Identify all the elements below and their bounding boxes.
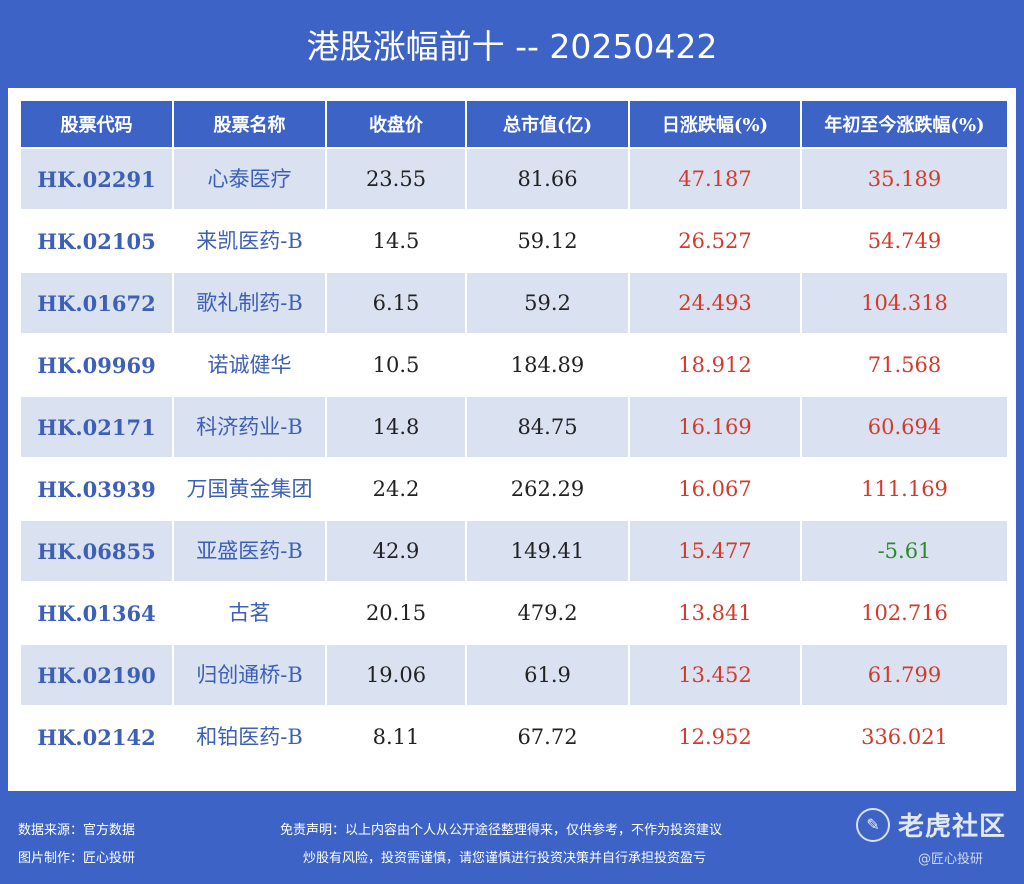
close-price-cell: 10.5 (325, 333, 467, 397)
watermark: ✎ 老虎社区 (856, 806, 1006, 843)
table-row: HK.02105 来凯医药-B 14.5 59.12 26.527 54.749 (19, 209, 1009, 273)
header-market-cap: 总市值(亿) (465, 99, 630, 149)
ytd-change-cell: 60.694 (800, 395, 1009, 459)
table-header-row: 股票代码 股票名称 收盘价 总市值(亿) 日涨跌幅(%) 年初至今涨跌幅(%) (19, 99, 1009, 149)
table-panel: 股票代码 股票名称 收盘价 总市值(亿) 日涨跌幅(%) 年初至今涨跌幅(%) … (8, 88, 1016, 791)
stock-code-cell: HK.02190 (19, 643, 174, 707)
close-price-cell: 24.2 (325, 457, 467, 521)
market-cap-cell: 81.66 (465, 147, 630, 211)
table-row: HK.09969 诺诚健华 10.5 184.89 18.912 71.568 (19, 333, 1009, 397)
day-change-cell: 18.912 (628, 333, 802, 397)
ytd-change-cell: 336.021 (800, 705, 1009, 769)
header-code: 股票代码 (19, 99, 174, 149)
close-price-cell: 42.9 (325, 519, 467, 583)
day-change-cell: 24.493 (628, 271, 802, 335)
ytd-change-cell: 102.716 (800, 581, 1009, 645)
stock-table: 股票代码 股票名称 收盘价 总市值(亿) 日涨跌幅(%) 年初至今涨跌幅(%) … (19, 99, 1009, 769)
ytd-change-cell: -5.61 (800, 519, 1009, 583)
table-row: HK.01672 歌礼制药-B 6.15 59.2 24.493 104.318 (19, 271, 1009, 335)
close-price-cell: 20.15 (325, 581, 467, 645)
stock-name-cell: 心泰医疗 (172, 147, 327, 211)
market-cap-cell: 61.9 (465, 643, 630, 707)
table-row: HK.02291 心泰医疗 23.55 81.66 47.187 35.189 (19, 147, 1009, 211)
header-close: 收盘价 (325, 99, 467, 149)
day-change-cell: 47.187 (628, 147, 802, 211)
table-row: HK.02171 科济药业-B 14.8 84.75 16.169 60.694 (19, 395, 1009, 459)
stock-name-cell: 诺诚健华 (172, 333, 327, 397)
market-cap-cell: 479.2 (465, 581, 630, 645)
table-row: HK.02190 归创通桥-B 19.06 61.9 13.452 61.799 (19, 643, 1009, 707)
header-name: 股票名称 (172, 99, 327, 149)
stock-code-cell: HK.06855 (19, 519, 174, 583)
market-cap-cell: 59.12 (465, 209, 630, 273)
ytd-change-cell: 104.318 (800, 271, 1009, 335)
table-row: HK.01364 古茗 20.15 479.2 13.841 102.716 (19, 581, 1009, 645)
header-day-change: 日涨跌幅(%) (628, 99, 802, 149)
stock-code-cell: HK.03939 (19, 457, 174, 521)
table-row: HK.02142 和铂医药-B 8.11 67.72 12.952 336.021 (19, 705, 1009, 769)
stock-name-cell: 归创通桥-B (172, 643, 327, 707)
stock-code-cell: HK.09969 (19, 333, 174, 397)
stock-name-cell: 来凯医药-B (172, 209, 327, 273)
stock-name-cell: 歌礼制药-B (172, 271, 327, 335)
stock-name-cell: 万国黄金集团 (172, 457, 327, 521)
ytd-change-cell: 111.169 (800, 457, 1009, 521)
day-change-cell: 16.067 (628, 457, 802, 521)
market-cap-cell: 59.2 (465, 271, 630, 335)
stock-code-cell: HK.02105 (19, 209, 174, 273)
footer-source: 数据来源：官方数据 (18, 823, 136, 838)
day-change-cell: 26.527 (628, 209, 802, 273)
close-price-cell: 14.5 (325, 209, 467, 273)
table-row: HK.03939 万国黄金集团 24.2 262.29 16.067 111.169 (19, 457, 1009, 521)
market-cap-cell: 67.72 (465, 705, 630, 769)
table-row: HK.06855 亚盛医药-B 42.9 149.41 15.477 -5.61 (19, 519, 1009, 583)
market-cap-cell: 184.89 (465, 333, 630, 397)
market-cap-cell: 84.75 (465, 395, 630, 459)
stock-name-cell: 和铂医药-B (172, 705, 327, 769)
close-price-cell: 14.8 (325, 395, 467, 459)
watermark-text: 老虎社区 (898, 812, 1007, 842)
footer-disclaimer-1: 免责声明：以上内容由个人从公开途径整理得来，仅供参考，不作为投资建议 (280, 823, 723, 838)
stock-name-cell: 科济药业-B (172, 395, 327, 459)
ytd-change-cell: 71.568 (800, 333, 1009, 397)
day-change-cell: 13.452 (628, 643, 802, 707)
ytd-change-cell: 61.799 (800, 643, 1009, 707)
watermark-sub: @匠心投研 (918, 852, 984, 867)
stock-name-cell: 亚盛医药-B (172, 519, 327, 583)
ytd-change-cell: 54.749 (800, 209, 1009, 273)
day-change-cell: 12.952 (628, 705, 802, 769)
stock-code-cell: HK.02171 (19, 395, 174, 459)
stock-code-cell: HK.01364 (19, 581, 174, 645)
ytd-change-cell: 35.189 (800, 147, 1009, 211)
footer-maker: 图片制作：匠心投研 (18, 851, 136, 866)
stock-code-cell: HK.01672 (19, 271, 174, 335)
market-cap-cell: 149.41 (465, 519, 630, 583)
stock-code-cell: HK.02291 (19, 147, 174, 211)
close-price-cell: 23.55 (325, 147, 467, 211)
close-price-cell: 6.15 (325, 271, 467, 335)
close-price-cell: 8.11 (325, 705, 467, 769)
day-change-cell: 13.841 (628, 581, 802, 645)
header-ytd-change: 年初至今涨跌幅(%) (800, 99, 1009, 149)
close-price-cell: 19.06 (325, 643, 467, 707)
footer-disclaimer-2: 炒股有风险，投资需谨慎，请您谨慎进行投资决策并自行承担投资盈亏 (303, 851, 707, 866)
day-change-cell: 16.169 (628, 395, 802, 459)
day-change-cell: 15.477 (628, 519, 802, 583)
stock-name-cell: 古茗 (172, 581, 327, 645)
stock-code-cell: HK.02142 (19, 705, 174, 769)
tiger-community-logo-icon: ✎ (856, 807, 890, 842)
market-cap-cell: 262.29 (465, 457, 630, 521)
page-title: 港股涨幅前十 -- 20250422 (306, 27, 718, 66)
